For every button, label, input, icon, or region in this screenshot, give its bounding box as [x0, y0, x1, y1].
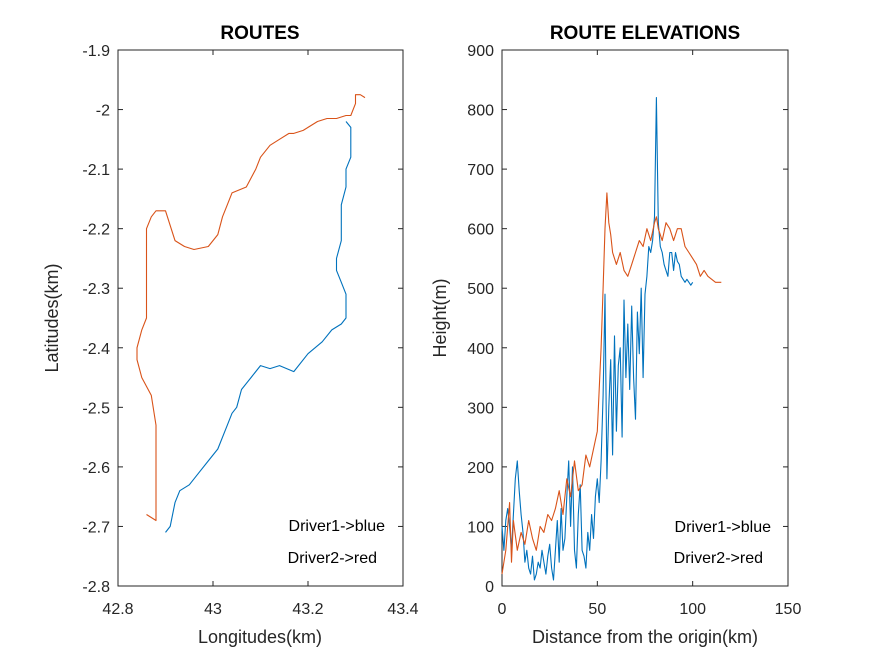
- elevations-y-tick-label: 800: [467, 103, 494, 120]
- elevations-y-tick-label: 900: [467, 43, 494, 60]
- routes-y-tick-label: -2: [96, 103, 110, 120]
- elevations-y-tick-label: 100: [467, 519, 494, 536]
- routes-y-tick-label: -2.4: [82, 341, 110, 358]
- elevations-y-tick-label: 300: [467, 400, 494, 417]
- elevations-x-axis-label: Distance from the origin(km): [532, 627, 758, 647]
- elevations-y-tick-label: 200: [467, 460, 494, 477]
- elevations-x-tick-label: 150: [775, 601, 802, 618]
- elevations-ticks: 0 50 100 150 0 100 200 300 400 500 600 700 800 900: [467, 43, 801, 618]
- elevations-note-driver1: Driver1->blue: [675, 519, 772, 536]
- routes-x-axis-label: Longitudes(km): [198, 627, 322, 647]
- routes-y-tick-label: -2.1: [82, 162, 110, 179]
- routes-x-tick-label: 42.8: [102, 601, 133, 618]
- routes-note-driver1: Driver1->blue: [289, 518, 386, 535]
- routes-axes: ROUTES Longitudes(km) Latitudes(km) 42.8…: [42, 23, 419, 647]
- elevations-x-tick-label: 100: [679, 601, 706, 618]
- elevations-series-line-2: [501, 192, 722, 575]
- routes-y-tick-label: -1.9: [82, 43, 110, 60]
- routes-y-tick-label: -2.6: [82, 460, 110, 477]
- routes-y-tick-label: -2.5: [82, 400, 110, 417]
- routes-plot-frame: [117, 49, 404, 587]
- elevations-y-tick-label: 500: [467, 281, 494, 298]
- routes-series-line-1: [165, 121, 352, 533]
- elevations-plot-frame: [501, 49, 789, 587]
- routes-x-tick-label: 43: [204, 601, 222, 618]
- elevations-axes: ROUTE ELEVATIONS Distance from the origi…: [430, 23, 801, 647]
- routes-ticks: 42.8 43 43.2 43.4 -1.9 -2 -2.1 -2.2 -2.3 -2.4 -2.5…: [82, 43, 418, 618]
- elevations-y-tick-label: 0: [485, 579, 494, 596]
- elevations-series-line-1: [501, 97, 694, 581]
- routes-lines: [136, 94, 366, 533]
- routes-y-tick-label: -2.8: [82, 579, 110, 596]
- elevations-x-tick-label: 50: [588, 601, 606, 618]
- elevations-y-axis-label: Height(m): [430, 278, 450, 357]
- routes-x-tick-label: 43.4: [387, 601, 418, 618]
- elevations-y-tick-label: 600: [467, 222, 494, 239]
- elevations-x-tick-label: 0: [498, 601, 507, 618]
- elevations-y-tick-label: 400: [467, 341, 494, 358]
- elevations-lines: [501, 97, 722, 581]
- elevations-y-tick-label: 700: [467, 162, 494, 179]
- routes-y-axis-label: Latitudes(km): [42, 263, 62, 372]
- routes-y-tick-label: -2.3: [82, 281, 110, 298]
- routes-title: ROUTES: [220, 23, 299, 44]
- routes-y-tick-label: -2.2: [82, 222, 110, 239]
- routes-series-line-2: [136, 94, 366, 522]
- elevations-title: ROUTE ELEVATIONS: [550, 23, 740, 44]
- routes-note-driver2: Driver2->red: [288, 550, 377, 567]
- routes-y-tick-label: -2.7: [82, 519, 110, 536]
- routes-x-tick-label: 43.2: [292, 601, 323, 618]
- elevations-note-driver2: Driver2->red: [674, 550, 763, 567]
